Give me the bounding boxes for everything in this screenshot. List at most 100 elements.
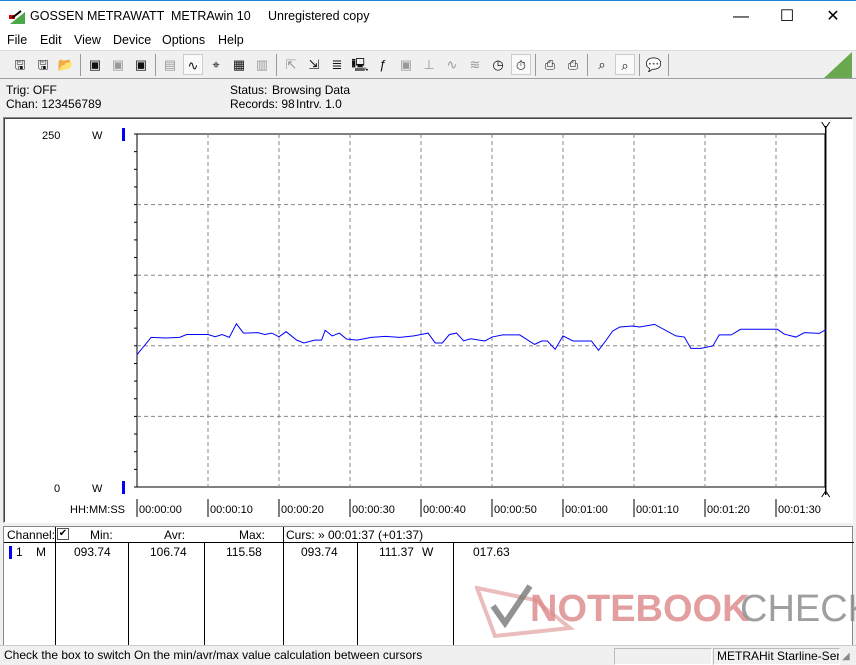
toolbar-separator xyxy=(276,54,277,76)
function-icon[interactable]: ƒ xyxy=(379,57,387,72)
x-tick-label: 00:00:10 xyxy=(210,504,253,516)
data-list-icon[interactable]: ≣ xyxy=(331,57,343,72)
menu-bar: File Edit View Device Options Help xyxy=(0,32,856,50)
x-tick-label: 00:01:00 xyxy=(565,504,608,516)
x-tick-label: 00:00:00 xyxy=(139,504,182,516)
comment-icon[interactable]: 💬 xyxy=(645,57,663,72)
print-preview-icon[interactable]: ⎙ xyxy=(544,57,556,72)
interval: Intrv. 1.0 xyxy=(296,97,342,111)
license-status: Unregistered copy xyxy=(268,9,370,23)
import-icon[interactable]: ⇲ xyxy=(308,57,320,72)
app-name: METRAwin 10 xyxy=(171,9,251,23)
row-min: 093.74 xyxy=(74,545,111,559)
minimize-button[interactable]: — xyxy=(733,8,749,25)
chart-panel[interactable]: 00:00:00 00:00:10 00:00:20 00:00:30 00:00:40… xyxy=(3,117,853,523)
crosshair-icon[interactable]: ⌖ xyxy=(212,57,220,72)
x-axis-label: HH:MM:SS xyxy=(70,504,125,516)
toolbar-separator xyxy=(639,54,640,76)
trigger-status: Trig: OFF xyxy=(6,83,57,97)
device-config-icon[interactable]: ▣ xyxy=(399,57,413,72)
header-min: Min: xyxy=(90,528,113,542)
y-min-label: 0 xyxy=(54,483,60,495)
measurement-table: Channel: ✔ Min: Avr: Max: Curs: » 00:01:… xyxy=(3,526,854,646)
title-bar: GOSSEN METRAWATT METRAwin 10 Unregistere… xyxy=(0,0,856,32)
row-cursor-value: 111.37 xyxy=(379,545,414,559)
toolbar: 🖫 🖫 📂 ▣ ▣ ▣ ▤ ∿ ⌖ ▦ ▥ ⇱ ⇲ ≣ 🖳 ƒ ▣ ⊥ ∿ ≋ ◷ ⏱ ⎙ ⎙ ⌕ ⌕ 💬 xyxy=(0,50,856,79)
row-max: 115.58 xyxy=(226,545,262,559)
device-memory-icon[interactable]: ▣ xyxy=(134,57,148,72)
menu-options[interactable]: Options xyxy=(162,33,206,47)
app-brand: GOSSEN METRAWATT xyxy=(30,9,165,23)
app-logo-icon xyxy=(9,10,25,24)
power-series-line xyxy=(136,322,826,355)
x-tick-label: 00:00:20 xyxy=(281,504,324,516)
x-tick-label: 00:00:40 xyxy=(423,504,466,516)
toolbar-separator xyxy=(80,54,81,76)
menu-view[interactable]: View xyxy=(74,33,101,47)
row-mode: M xyxy=(36,545,46,559)
plot-border xyxy=(136,133,826,488)
header-avr: Avr: xyxy=(164,528,186,542)
channels: Chan: 123456789 xyxy=(6,97,102,111)
open-folder-icon[interactable]: 📂 xyxy=(57,57,75,72)
status-hint: Check the box to switch On the min/avr/m… xyxy=(4,648,423,662)
y-unit-top: W xyxy=(92,130,103,142)
status-bar: Check the box to switch On the min/avr/m… xyxy=(0,645,856,665)
save-as-icon[interactable]: 🖫 xyxy=(37,57,49,72)
menu-file[interactable]: File xyxy=(7,33,28,47)
digital-display-icon[interactable]: ▤ xyxy=(163,57,177,72)
header-cursor: Curs: » 00:01:37 (+01:37) xyxy=(286,528,424,542)
cursor-top-handle-icon xyxy=(821,121,831,129)
print-icon[interactable]: ⎙ xyxy=(567,57,579,72)
noise-icon[interactable]: ≋ xyxy=(469,57,481,72)
device-read-icon[interactable]: ▣ xyxy=(88,57,102,72)
x-tick-label: 00:00:50 xyxy=(494,504,537,516)
cursor-bottom-handle-icon xyxy=(821,490,831,498)
status-device: METRAHit Starline-Seri xyxy=(713,648,840,665)
row-delta: 017.63 xyxy=(473,545,510,559)
x-tick-label: 00:01:10 xyxy=(636,504,679,516)
row-channel: 1 xyxy=(16,545,23,559)
device-transfer-icon[interactable]: ▣ xyxy=(111,57,125,72)
toolbar-separator xyxy=(155,54,156,76)
upper-limit-marker xyxy=(122,128,125,141)
header-channel: Channel: xyxy=(7,528,56,542)
info-panel: Trig: OFF Chan: 123456789 Status: Browsi… xyxy=(0,80,856,114)
waveform-view-icon[interactable]: ∿ xyxy=(183,54,203,75)
y-max-label: 250 xyxy=(42,130,60,142)
toolbar-separator xyxy=(535,54,536,76)
menu-device[interactable]: Device xyxy=(113,33,152,47)
zoom-signal-icon[interactable]: ⌕ xyxy=(598,57,606,72)
export-icon[interactable]: ⇱ xyxy=(285,57,297,72)
maximize-button[interactable]: ☐ xyxy=(779,8,795,25)
y-unit-bottom: W xyxy=(92,483,103,495)
x-tick-label: 00:01:30 xyxy=(778,504,821,516)
power-chart[interactable]: 00:00:00 00:00:10 00:00:20 00:00:30 00:00:40… xyxy=(4,118,854,524)
zoom-wave-icon[interactable]: ⌕ xyxy=(615,54,635,75)
clock-icon[interactable]: ◷ xyxy=(492,57,504,72)
menu-edit[interactable]: Edit xyxy=(40,33,62,47)
lower-limit-marker xyxy=(122,481,125,494)
header-max: Max: xyxy=(239,528,266,542)
row-cursor-min: 093.74 xyxy=(301,545,338,559)
trigger-icon[interactable]: ⊥ xyxy=(423,57,435,72)
minmax-checkbox[interactable]: ✔ xyxy=(57,528,69,540)
toolbar-separator xyxy=(668,54,669,76)
resize-grip-icon[interactable]: ◢ xyxy=(842,651,850,662)
save-icon[interactable]: 🖫 xyxy=(14,57,26,72)
row-unit: W xyxy=(422,545,434,559)
x-tick-label: 00:00:30 xyxy=(352,504,395,516)
timer-icon[interactable]: ⏱ xyxy=(511,54,531,75)
close-button[interactable]: ✕ xyxy=(826,8,840,25)
monitor-icon[interactable]: 🖳 xyxy=(351,57,369,72)
bar-view-icon[interactable]: ▥ xyxy=(255,57,269,72)
table-view-icon[interactable]: ▦ xyxy=(232,57,246,72)
brand-corner-icon xyxy=(824,52,852,78)
menu-help[interactable]: Help xyxy=(218,33,244,47)
row-avr: 106.74 xyxy=(150,545,187,559)
status-pane-empty xyxy=(614,648,712,665)
signal-icon[interactable]: ∿ xyxy=(446,57,458,72)
status-value: Browsing Data xyxy=(272,83,351,97)
x-tick-label: 00:01:20 xyxy=(707,504,750,516)
toolbar-separator xyxy=(587,54,588,76)
